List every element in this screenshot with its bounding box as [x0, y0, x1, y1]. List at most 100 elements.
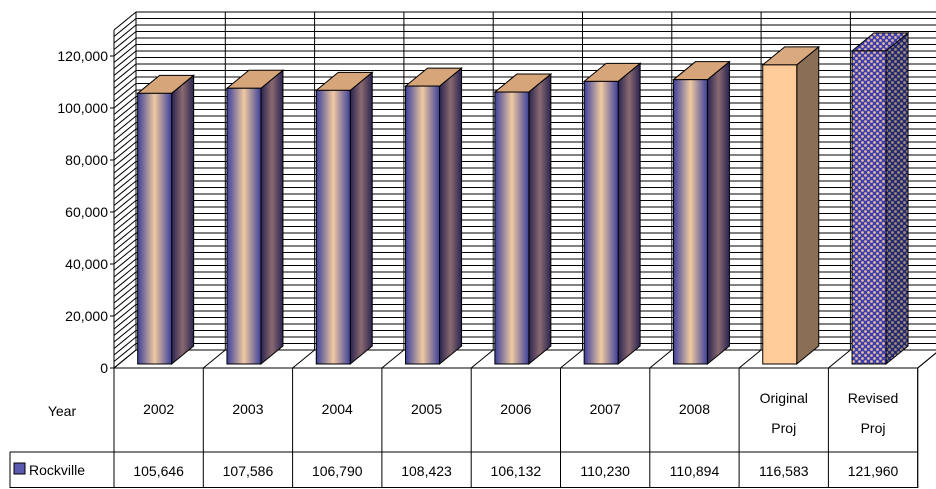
category-label: 2005: [411, 401, 442, 417]
value-label: 106,790: [312, 463, 363, 479]
value-label: 106,132: [491, 463, 542, 479]
bar-side: [439, 67, 463, 366]
floor-divider: [917, 352, 936, 369]
side-gridline: [113, 284, 137, 304]
y-tick-label: 20,000: [65, 308, 108, 324]
category-label: 2003: [232, 401, 263, 417]
bar-side: [706, 60, 730, 366]
bar: [672, 79, 708, 365]
bar: [315, 89, 351, 365]
side-gridline: [113, 76, 137, 96]
floor-divider: [202, 349, 226, 369]
bar-side: [885, 31, 909, 366]
category-label: 2004: [322, 401, 353, 417]
bar-side: [796, 45, 820, 366]
side-gridline: [113, 239, 137, 258]
floor-divider: [113, 349, 137, 369]
side-gridline: [113, 70, 137, 89]
bar-side: [260, 69, 284, 366]
side-gridline: [113, 128, 137, 148]
side-gridline: [113, 187, 137, 206]
side-gridline: [113, 232, 137, 252]
side-gridline: [113, 291, 137, 310]
bar: [583, 80, 619, 365]
bar-2008: [672, 60, 731, 366]
value-label: 110,230: [580, 463, 630, 479]
floor-divider: [560, 349, 583, 369]
side-gridline: [113, 50, 137, 70]
bar-2006: [493, 73, 553, 366]
side-gridline: [113, 245, 137, 265]
side-gridline: [113, 44, 137, 63]
floor-divider: [738, 349, 762, 369]
side-gridline: [113, 102, 137, 122]
side-gridline: [113, 343, 137, 362]
bar-2005: [404, 67, 463, 366]
side-gridline: [113, 115, 137, 135]
bar-side: [528, 73, 552, 366]
bars: [136, 31, 910, 366]
bar: [494, 91, 530, 365]
legend-key: [13, 462, 26, 475]
category-label: Revised: [848, 390, 899, 406]
side-gridline: [113, 200, 137, 219]
value-label: 108,423: [401, 463, 452, 479]
y-tick-label: 100,000: [57, 100, 108, 116]
side-gridline: [113, 37, 137, 57]
side-gridline: [113, 161, 137, 180]
data-table: Year 2002 105,646 2003 107,586 2004 106,790 200…: [9, 368, 919, 488]
side-gridline: [113, 109, 137, 128]
bar-2004: [314, 71, 374, 366]
side-gridline: [113, 89, 137, 109]
y-tick-label: 0: [100, 360, 108, 376]
side-gridline: [113, 96, 137, 115]
side-gridline: [113, 148, 137, 167]
y-tick-label: 120,000: [57, 48, 108, 64]
side-gridline: [113, 135, 137, 154]
side-gridline: [113, 226, 137, 245]
side-gridline: [113, 31, 137, 50]
y-tick-label: 60,000: [65, 204, 108, 220]
value-label: 107,586: [223, 463, 274, 479]
bar-2007: [582, 62, 642, 366]
bar: [851, 50, 887, 365]
bar-side: [171, 74, 195, 366]
series-name: Rockville: [29, 462, 85, 478]
bar-original-proj: [761, 45, 821, 366]
floor-divider: [649, 349, 673, 369]
side-gridline: [113, 18, 137, 37]
bar-revised-proj: [850, 31, 910, 366]
value-label: 116,583: [759, 463, 809, 479]
bar: [762, 64, 798, 365]
side-gridline: [113, 180, 137, 200]
category-label: Original: [760, 390, 808, 406]
y-tick-label: 80,000: [65, 152, 108, 168]
side-gridline: [113, 122, 137, 141]
value-label: 121,960: [848, 463, 899, 479]
floor-divider: [292, 349, 315, 369]
side-gridline: [113, 141, 137, 161]
side-gridline: [113, 174, 137, 193]
category-label: 2007: [590, 401, 621, 417]
bar-2002: [136, 74, 196, 366]
floor-divider: [828, 349, 851, 369]
y-tick-label: 40,000: [65, 256, 108, 272]
side-gridline: [113, 317, 137, 336]
value-label: 105,646: [133, 463, 184, 479]
side-gridline: [113, 154, 137, 174]
side-gridline: [113, 193, 137, 213]
category-label: 2002: [143, 401, 174, 417]
side-gridline: [113, 167, 137, 187]
bar-side: [617, 62, 641, 366]
bar-2003: [225, 69, 285, 366]
side-gridline: [113, 330, 137, 349]
row-header-year: Year: [48, 403, 77, 419]
side-gridline: [113, 24, 137, 44]
side-gridline: [113, 219, 137, 239]
side-gridline: [113, 297, 137, 317]
y-axis: 0 20,000 40,000 60,000 80,000 100,000 120,000: [57, 48, 114, 376]
side-gridline: [113, 206, 137, 226]
bar-side: [349, 71, 373, 366]
side-gridline: [113, 304, 137, 323]
